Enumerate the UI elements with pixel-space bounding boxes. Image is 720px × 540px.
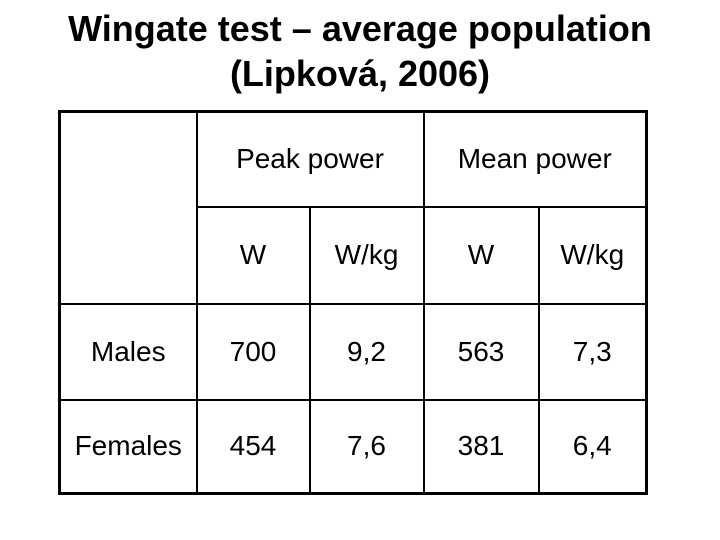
unit-header-mean-wkg: W/kg [537,205,648,305]
unit-header-peak-w: W [195,205,311,305]
females-peak-power-w: 454 [195,398,311,495]
wingate-results-table: Peak power Mean power W W/kg W W/kg Male… [58,110,648,495]
slide-title-line2: (Lipková, 2006) [229,53,491,94]
males-mean-power-wkg: 7,3 [537,302,648,401]
females-mean-power-wkg: 6,4 [537,398,648,495]
group-header-mean-power: Mean power [422,110,648,208]
unit-header-mean-w: W [422,205,540,305]
table-row-females: Females 454 7,6 381 6,4 [58,398,648,495]
table-row-males: Males 700 9,2 563 7,3 [58,302,648,401]
males-mean-power-w: 563 [422,302,540,401]
corner-cell [58,110,198,305]
males-peak-power-w: 700 [195,302,311,401]
females-mean-power-w: 381 [422,398,540,495]
row-label-males: Males [58,302,198,401]
group-header-peak-power: Peak power [195,110,425,208]
table-group-header-row: Peak power Mean power [58,110,648,305]
unit-header-peak-wkg: W/kg [308,205,425,305]
row-label-females: Females [58,398,198,495]
slide-title-line1: Wingate test – average population [68,8,652,49]
slide-title: Wingate test – average population (Lipko… [0,6,720,96]
females-peak-power-wkg: 7,6 [308,398,425,495]
males-peak-power-wkg: 9,2 [308,302,425,401]
table-unit-header-row: W W/kg W W/kg [60,205,648,305]
